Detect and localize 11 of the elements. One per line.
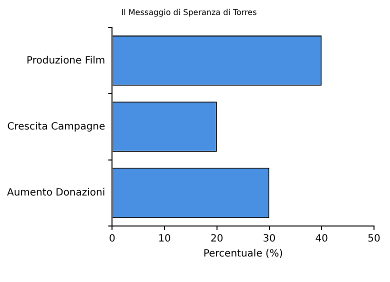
x-tick-label: 20 — [210, 234, 224, 245]
y-tick-label: Aumento Donazioni — [6, 188, 106, 199]
x-tick-label: 10 — [158, 234, 171, 245]
y-tick-label: Produzione Film — [26, 55, 106, 66]
x-tick-label: 40 — [315, 234, 328, 245]
x-axis-title: Percentuale (%) — [203, 248, 283, 260]
x-tick-label: 30 — [262, 234, 276, 245]
x-tick-label: 50 — [368, 234, 380, 245]
x-tick-label: 0 — [108, 234, 116, 245]
y-tick-label: Crescita Campagne — [7, 121, 106, 132]
chart-title: Il Messaggio di Speranza di Torres — [121, 8, 257, 17]
